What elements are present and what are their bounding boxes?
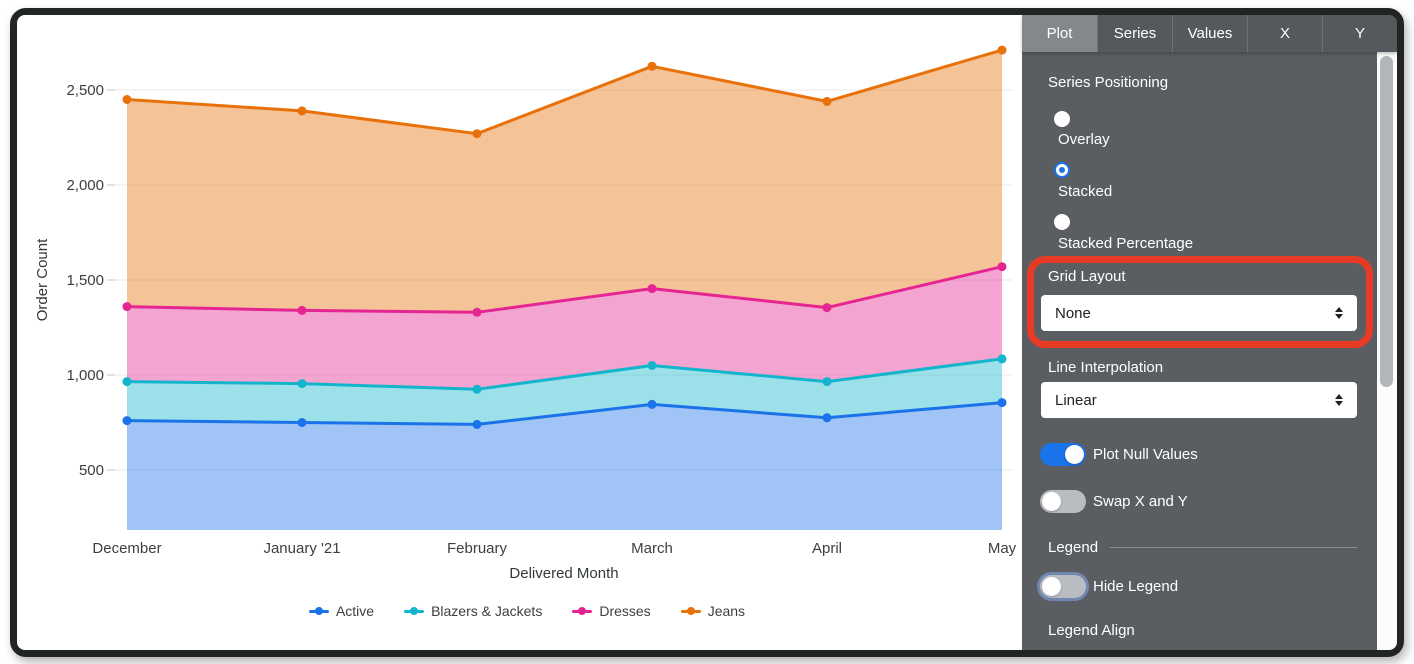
radio-stacked[interactable]	[1054, 162, 1070, 178]
tab-plot[interactable]: Plot	[1022, 15, 1097, 52]
svg-text:March: March	[631, 540, 673, 557]
tab-series[interactable]: Series	[1097, 15, 1172, 52]
line-interpolation-label: Line Interpolation	[1048, 359, 1164, 376]
svg-text:2,500: 2,500	[66, 82, 104, 99]
svg-text:January '21: January '21	[263, 540, 340, 557]
panel-tabbar: Plot Series Values X Y	[1022, 15, 1397, 52]
plot-null-values-toggle[interactable]	[1040, 443, 1086, 466]
legend-item-label: Active	[335, 603, 375, 619]
svg-text:May: May	[988, 540, 1017, 557]
chart-region: 500 1,000 1,500 2,000 2,500 December January '…	[17, 15, 1022, 650]
swap-x-y-label: Swap X and Y	[1093, 493, 1188, 510]
svg-text:1,000: 1,000	[66, 367, 104, 384]
toggle-knob	[1065, 445, 1084, 464]
panel-scrollbar-track[interactable]	[1377, 52, 1397, 650]
svg-text:February: February	[447, 540, 508, 557]
legend-item[interactable]: Active	[308, 603, 375, 619]
legend-marker-icon	[404, 606, 425, 616]
line-interpolation-select[interactable]: Linear	[1041, 382, 1357, 418]
toggle-knob	[1042, 577, 1061, 596]
order-count-chart: 500 1,000 1,500 2,000 2,500 December January '…	[34, 45, 1017, 582]
settings-panel: Plot Series Values X Y	[1022, 15, 1397, 650]
legend-item-label: Jeans	[707, 603, 746, 619]
radio-stacked-percentage[interactable]	[1054, 214, 1070, 230]
svg-text:Order Count: Order Count	[34, 238, 51, 321]
svg-text:2,000: 2,000	[66, 177, 104, 194]
grid-layout-value: None	[1055, 304, 1091, 322]
plot-null-values-label: Plot Null Values	[1093, 446, 1198, 463]
svg-text:500: 500	[79, 462, 104, 479]
radio-stacked-label: Stacked	[1058, 183, 1113, 200]
legend-item[interactable]: Blazers & Jackets	[404, 603, 542, 619]
svg-text:Delivered Month: Delivered Month	[509, 565, 618, 582]
series-positioning-label: Series Positioning	[1048, 74, 1169, 91]
svg-text:1,500: 1,500	[66, 272, 104, 289]
legend-marker-icon	[572, 606, 593, 616]
legend-align-label: Legend Align	[1048, 622, 1135, 639]
legend-item[interactable]: Dresses	[572, 603, 651, 619]
tab-x[interactable]: X	[1247, 15, 1322, 52]
tab-values[interactable]: Values	[1172, 15, 1247, 52]
hide-legend-toggle[interactable]	[1040, 575, 1086, 598]
radio-stacked-percentage-label: Stacked Percentage	[1058, 235, 1194, 252]
chart-legend: Active Blazers & Jackets Dresses Jeans	[77, 603, 977, 619]
hide-legend-label: Hide Legend	[1093, 578, 1179, 595]
legend-marker-icon	[308, 606, 329, 616]
line-interpolation-value: Linear	[1055, 391, 1097, 409]
svg-text:December: December	[92, 540, 161, 557]
panel-scrollbar-thumb[interactable]	[1380, 56, 1393, 387]
legend-item-label: Dresses	[599, 603, 651, 619]
select-updown-icon	[1335, 394, 1343, 406]
svg-text:April: April	[812, 540, 842, 557]
radio-overlay[interactable]	[1054, 111, 1070, 127]
legend-item-label: Blazers & Jackets	[431, 603, 543, 619]
legend-section-divider	[1110, 547, 1357, 548]
window-content: 500 1,000 1,500 2,000 2,500 December January '…	[17, 15, 1397, 650]
legend-item[interactable]: Jeans	[680, 603, 746, 619]
legend-marker-icon	[680, 606, 701, 616]
legend-section-header: Legend	[1048, 539, 1099, 556]
app-window: 500 1,000 1,500 2,000 2,500 December January '…	[10, 8, 1404, 657]
swap-x-y-toggle[interactable]	[1040, 490, 1086, 513]
toggle-knob	[1042, 492, 1061, 511]
radio-overlay-label: Overlay	[1058, 131, 1110, 148]
tab-y[interactable]: Y	[1322, 15, 1397, 52]
grid-layout-select[interactable]: None	[1041, 295, 1357, 331]
grid-layout-label: Grid Layout	[1048, 268, 1126, 285]
select-updown-icon	[1335, 307, 1343, 319]
